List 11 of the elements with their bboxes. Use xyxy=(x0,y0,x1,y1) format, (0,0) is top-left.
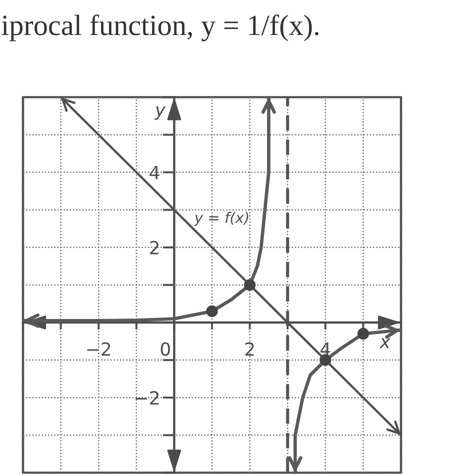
x-tick-label: 4 xyxy=(320,342,330,356)
y-tick-label: 2 xyxy=(150,240,159,254)
y-tick-label: −2 xyxy=(136,391,158,404)
x-axis-title: x xyxy=(379,338,391,348)
x-tick-label: −2 xyxy=(87,342,110,356)
x-tick-label: 0 xyxy=(160,342,170,356)
chart-title: iprocal function, y = 1/f(x). xyxy=(2,14,318,42)
series-label: y = f(x) xyxy=(194,212,248,226)
y-tick-label: 4 xyxy=(150,166,160,180)
y-axis-title: y xyxy=(154,106,166,120)
x-tick-label: 2 xyxy=(245,342,254,356)
